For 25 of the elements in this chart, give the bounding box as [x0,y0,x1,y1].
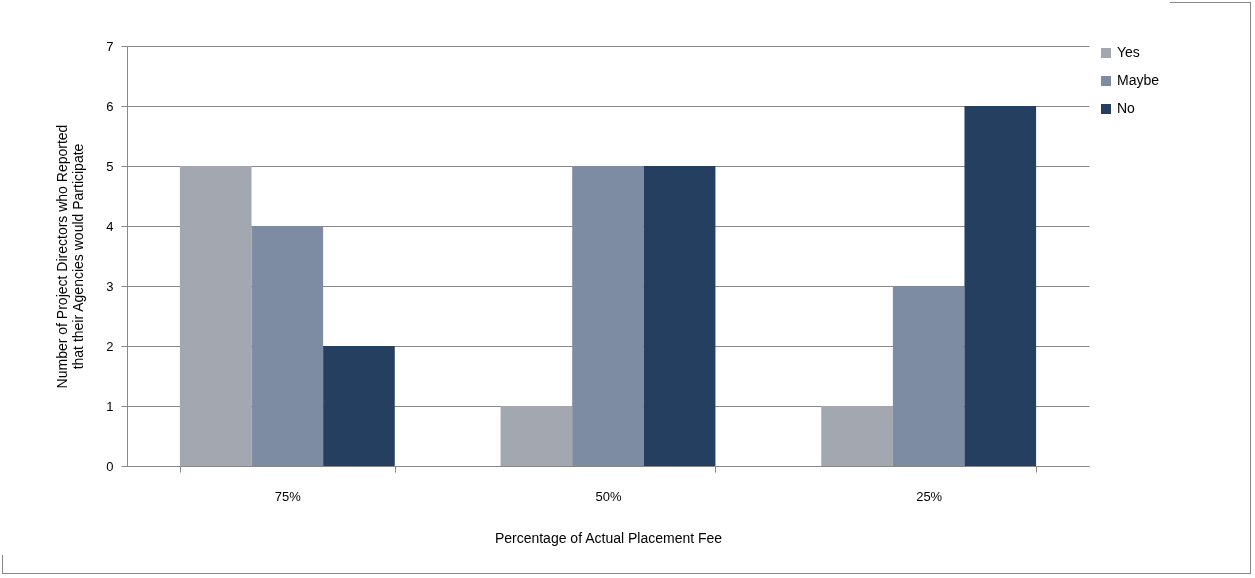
bar [892,286,965,466]
bar [821,406,893,466]
bar [251,226,324,466]
bar [179,166,252,466]
y-tick-label: 7 [106,38,114,54]
y-tick-label: 5 [106,158,114,174]
legend-label: Yes [1117,44,1140,60]
y-tick-label: 6 [106,98,114,114]
legend-label: Maybe [1117,72,1160,88]
y-tick-label: 3 [106,278,114,294]
y-tick-label: 1 [106,398,114,414]
x-tick-label: 50% [595,488,622,504]
x-tick-label: 75% [274,488,302,504]
y-tick-label: 0 [106,458,114,474]
x-tick-label: 25% [916,488,943,504]
bar [323,346,395,466]
y-tick-label: 2 [106,338,114,354]
legend-label: No [1117,100,1136,116]
y-axis-title: Number of Project Directors who Reported that their Agencies would Participate [54,124,87,389]
y-tick-label: 4 [106,218,114,234]
bar [572,166,644,466]
bar [500,406,573,466]
x-axis-title: Percentage of Actual Placement Fee [494,529,723,546]
bar [964,106,1037,466]
bar [643,166,716,466]
